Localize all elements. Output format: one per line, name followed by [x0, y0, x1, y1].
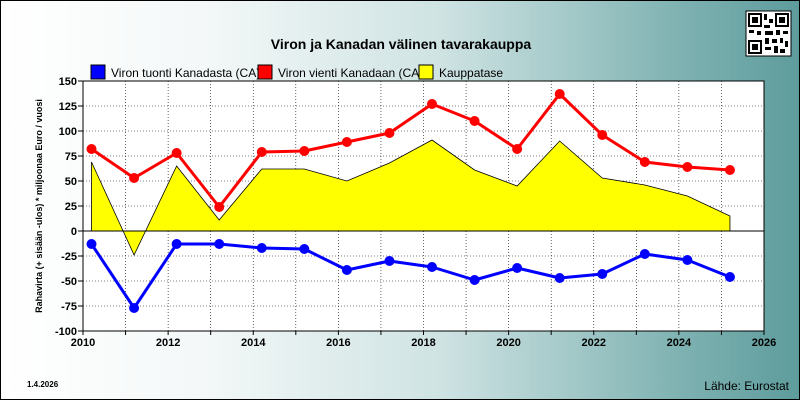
- export-data-point: [512, 144, 523, 154]
- legend: Viron tuonti Kanadasta (CA) Viron vienti…: [90, 64, 503, 80]
- chart-title: Viron ja Kanadan välinen tavarakauppa: [271, 36, 532, 52]
- export-data-point: [129, 173, 140, 183]
- export-data-point: [256, 147, 267, 157]
- x-tick-label: 2022: [582, 337, 606, 349]
- series-lines-layer: [86, 89, 735, 313]
- y-tick-label: 150: [59, 76, 77, 88]
- export-data-point: [639, 157, 650, 167]
- y-axis-label: Rahavirta (+ sisään -ulos) * miljoonaa E…: [34, 99, 44, 313]
- import-series-line: [90, 242, 731, 310]
- export-data-point: [724, 165, 735, 175]
- y-tick-label: 75: [65, 151, 77, 163]
- qr-code-icon: [745, 10, 792, 57]
- y-tick-label: 0: [71, 226, 77, 238]
- legend-label-balance: Kauppatase: [439, 66, 503, 80]
- y-tick-label: -50: [61, 276, 77, 288]
- export-data-point: [554, 89, 565, 99]
- export-data-point: [171, 148, 182, 158]
- import-data-point: [129, 303, 140, 313]
- import-data-point: [554, 273, 565, 283]
- import-data-point: [469, 275, 480, 285]
- balance-area: [91, 139, 731, 256]
- export-data-point: [214, 202, 225, 212]
- import-data-point: [256, 243, 267, 253]
- y-tick-label: 100: [59, 126, 77, 138]
- export-data-point: [427, 99, 438, 109]
- y-tick-label: 125: [59, 101, 77, 113]
- import-data-point: [86, 239, 97, 249]
- x-tick-label: 2024: [667, 337, 692, 349]
- y-tick-label: 25: [65, 201, 77, 213]
- x-tick-label: 2012: [156, 337, 180, 349]
- import-data-point: [299, 244, 310, 254]
- import-data-point: [597, 269, 608, 279]
- y-tick-label: -100: [55, 326, 77, 338]
- legend-swatch-import: [90, 64, 106, 80]
- import-data-point: [384, 256, 395, 266]
- x-tick-label: 2026: [752, 337, 776, 349]
- x-tick-label: 2014: [241, 337, 266, 349]
- y-tick-label: -75: [61, 301, 77, 313]
- legend-swatch-balance: [418, 64, 434, 80]
- x-tick-label: 2016: [326, 337, 350, 349]
- x-tick-label: 2018: [411, 337, 435, 349]
- y-tick-label: -25: [61, 251, 77, 263]
- y-tick-label: 50: [65, 176, 77, 188]
- balance-area-layer: [91, 139, 731, 256]
- export-data-point: [86, 144, 97, 154]
- export-series-line: [90, 92, 731, 209]
- import-data-point: [341, 265, 352, 275]
- export-data-point: [341, 137, 352, 147]
- x-tick-label: 2010: [71, 337, 95, 349]
- legend-swatch-export: [257, 64, 273, 80]
- legend-label-export: Viron vienti Kanadaan (CA): [278, 66, 423, 80]
- y-axis-ticks: 150 125 100 75 50 25 0 -25 -50 -75 -100: [55, 76, 83, 338]
- import-data-point: [214, 239, 225, 249]
- x-tick-label: 2020: [496, 337, 520, 349]
- export-data-point: [682, 162, 693, 172]
- export-data-point: [597, 130, 608, 140]
- import-data-point: [639, 249, 650, 259]
- export-data-point: [299, 146, 310, 156]
- import-data-point: [427, 262, 438, 272]
- import-data-point: [512, 263, 523, 273]
- import-data-point: [682, 255, 693, 265]
- import-data-point: [724, 272, 735, 282]
- export-data-point: [469, 116, 480, 126]
- legend-label-import: Viron tuonti Kanadasta (CA): [111, 66, 260, 80]
- x-axis-ticks: 2010 2012 2014 2016 2018 2020 2022 2024 2026: [71, 331, 776, 349]
- date-stamp: 1.4.2026: [27, 380, 59, 389]
- source-label: Lähde: Eurostat: [704, 379, 789, 393]
- import-data-point: [171, 239, 182, 249]
- export-data-point: [384, 128, 395, 138]
